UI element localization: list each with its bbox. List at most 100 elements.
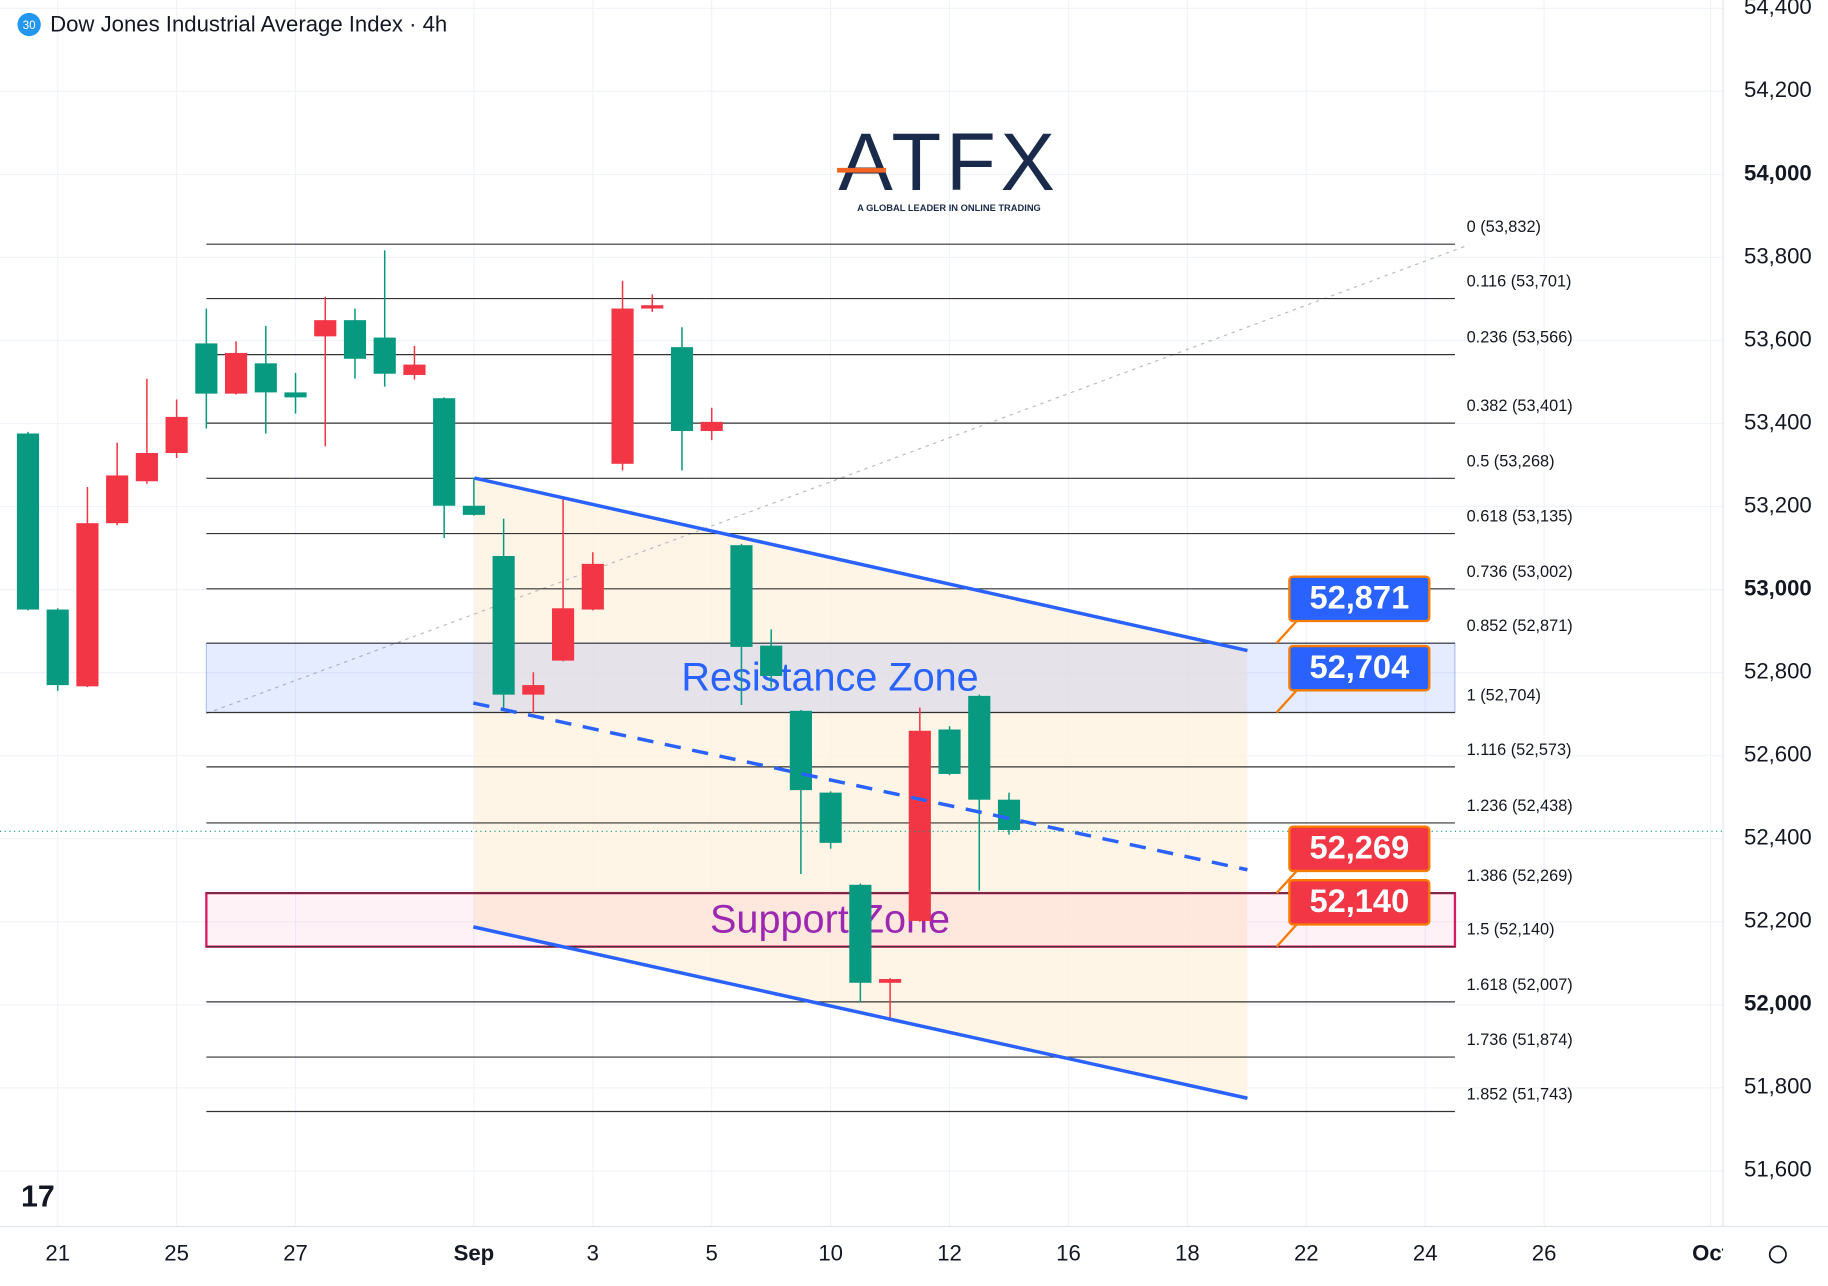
y-tick-label: 51,600 bbox=[1744, 1157, 1812, 1182]
candle-body bbox=[76, 523, 99, 687]
candle-body bbox=[581, 563, 604, 610]
x-tick-label: 10 bbox=[818, 1240, 843, 1265]
x-tick-label: Oct bbox=[1692, 1240, 1730, 1265]
badge-text: 30 bbox=[23, 19, 36, 32]
candle-body bbox=[760, 645, 783, 676]
fib-label: 1.386 (52,269) bbox=[1467, 867, 1573, 885]
candle-body bbox=[700, 421, 723, 432]
y-tick-label: 52,000 bbox=[1744, 991, 1812, 1016]
tag-box bbox=[1288, 879, 1431, 926]
fib-label: 1.116 (52,573) bbox=[1467, 741, 1572, 759]
chart-title: Dow Jones Industrial Average Index · 4h bbox=[50, 12, 447, 37]
candles bbox=[16, 250, 1021, 1018]
fib-label: 1 (52,704) bbox=[1467, 686, 1541, 704]
tag-label: 52,269 bbox=[1309, 829, 1409, 866]
x-tick-label: 18 bbox=[1175, 1240, 1200, 1265]
candle-body bbox=[789, 710, 812, 791]
candle-body bbox=[908, 730, 931, 921]
x-tick-label: 21 bbox=[45, 1240, 70, 1265]
price-tags: 52,871 52,704 52,140 52,269 bbox=[1275, 575, 1431, 948]
candle-body bbox=[730, 545, 753, 647]
candle-body bbox=[492, 555, 515, 695]
y-tick-label: 52,200 bbox=[1744, 908, 1812, 933]
fib-label: 0.236 (53,566) bbox=[1467, 329, 1573, 347]
tag-box bbox=[1288, 644, 1431, 692]
fib-label: 1.736 (51,874) bbox=[1467, 1031, 1573, 1049]
candle-body bbox=[254, 363, 277, 393]
tag-box bbox=[1288, 825, 1431, 873]
y-tick-label: 53,000 bbox=[1744, 575, 1812, 600]
candle-body bbox=[343, 320, 367, 359]
candle-body bbox=[135, 453, 158, 482]
channel-lower bbox=[472, 925, 1248, 1100]
fib-levels: 0 (53,832) 0.116 (53,701) 0.236 (53,566) 0.… bbox=[206, 218, 1573, 1113]
x-tick-label: 26 bbox=[1532, 1240, 1557, 1265]
x-tick-label: 27 bbox=[283, 1240, 308, 1265]
x-tick-label: 22 bbox=[1294, 1240, 1319, 1265]
fib-label: 1.5 (52,140) bbox=[1467, 921, 1555, 939]
fib-label: 0.852 (52,871) bbox=[1467, 617, 1573, 635]
y-tick-label: 52,800 bbox=[1744, 658, 1812, 683]
candle-body bbox=[224, 352, 248, 394]
y-tick-label: 54,400 bbox=[1744, 0, 1812, 19]
candle-body bbox=[165, 416, 188, 454]
candle-body bbox=[462, 505, 485, 515]
channel-upper bbox=[474, 476, 1248, 653]
badge-icon bbox=[17, 12, 41, 37]
candle-body bbox=[968, 695, 991, 800]
tag-label: 52,704 bbox=[1309, 648, 1409, 685]
candle-body bbox=[819, 792, 842, 843]
x-tick-label: 5 bbox=[706, 1240, 718, 1265]
x-tick-label: Sep bbox=[454, 1240, 495, 1265]
y-tick-label: 52,600 bbox=[1744, 742, 1812, 767]
fib-label: 1.852 (51,743) bbox=[1467, 1085, 1573, 1103]
x-tick-label: 16 bbox=[1056, 1240, 1081, 1265]
brand-tagline: A GLOBAL LEADER IN ONLINE TRADING bbox=[857, 203, 1041, 213]
channel-mid bbox=[472, 701, 1248, 872]
y-tick-label: 53,200 bbox=[1744, 492, 1812, 517]
candle-body bbox=[641, 305, 664, 309]
candle-body bbox=[46, 609, 69, 686]
x-tick-label: 3 bbox=[587, 1240, 599, 1265]
y-tick-label: 53,800 bbox=[1744, 243, 1812, 268]
tag-label: 52,871 bbox=[1309, 579, 1409, 616]
candle-body bbox=[670, 347, 694, 432]
settings-icon[interactable] bbox=[1768, 1245, 1787, 1264]
y-tick-label: 53,400 bbox=[1744, 409, 1812, 434]
candle-body bbox=[373, 337, 396, 374]
zone-label: Resistance Zone bbox=[681, 656, 978, 700]
brand-logo: ATFX bbox=[838, 117, 1059, 208]
fib-label: 1.618 (52,007) bbox=[1467, 976, 1573, 994]
candle-body bbox=[997, 799, 1021, 830]
fib-label: 0.5 (53,268) bbox=[1467, 452, 1555, 470]
candle-body bbox=[611, 308, 634, 464]
candle-body bbox=[403, 364, 426, 375]
fib-label: 1.236 (52,438) bbox=[1467, 797, 1573, 815]
axes: 51,600 51,800 52,000 52,200 52,400 52,600 52,8… bbox=[45, 0, 1811, 1265]
candle-body bbox=[195, 343, 218, 394]
y-tick-label: 54,000 bbox=[1744, 160, 1812, 185]
fib-label: 0 (53,832) bbox=[1467, 218, 1541, 236]
candle-body bbox=[849, 884, 872, 983]
candle-body bbox=[879, 979, 902, 983]
fib-label: 0.736 (53,002) bbox=[1467, 563, 1573, 581]
candle-body bbox=[938, 729, 961, 774]
x-tick-label: 24 bbox=[1413, 1240, 1438, 1265]
y-tick-label: 51,800 bbox=[1744, 1074, 1812, 1099]
y-tick-label: 54,200 bbox=[1744, 77, 1812, 102]
candle-body bbox=[284, 392, 307, 398]
y-tick-label: 53,600 bbox=[1744, 326, 1812, 351]
fib-label: 0.116 (53,701) bbox=[1467, 273, 1572, 291]
candle-body bbox=[106, 475, 129, 524]
candle-body bbox=[522, 685, 545, 695]
candle-body bbox=[552, 608, 575, 661]
x-tick-label: 25 bbox=[164, 1240, 189, 1265]
candle-body bbox=[433, 398, 456, 506]
tag-label: 52,140 bbox=[1309, 882, 1409, 919]
y-tick-label: 52,400 bbox=[1744, 825, 1812, 850]
fib-label: 0.382 (53,401) bbox=[1467, 397, 1573, 415]
x-tick-label: 12 bbox=[937, 1240, 962, 1265]
candle-body bbox=[314, 320, 337, 337]
